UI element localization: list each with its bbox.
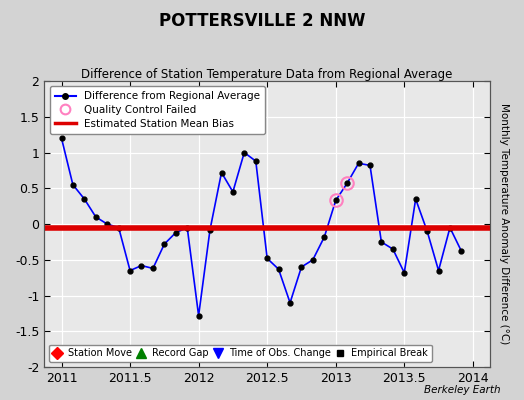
Title: Difference of Station Temperature Data from Regional Average: Difference of Station Temperature Data f… [81,68,453,81]
Y-axis label: Monthly Temperature Anomaly Difference (°C): Monthly Temperature Anomaly Difference (… [499,104,509,345]
Text: POTTERSVILLE 2 NNW: POTTERSVILLE 2 NNW [159,12,365,30]
Legend: Station Move, Record Gap, Time of Obs. Change, Empirical Break: Station Move, Record Gap, Time of Obs. C… [49,344,432,362]
Text: Berkeley Earth: Berkeley Earth [424,385,500,395]
